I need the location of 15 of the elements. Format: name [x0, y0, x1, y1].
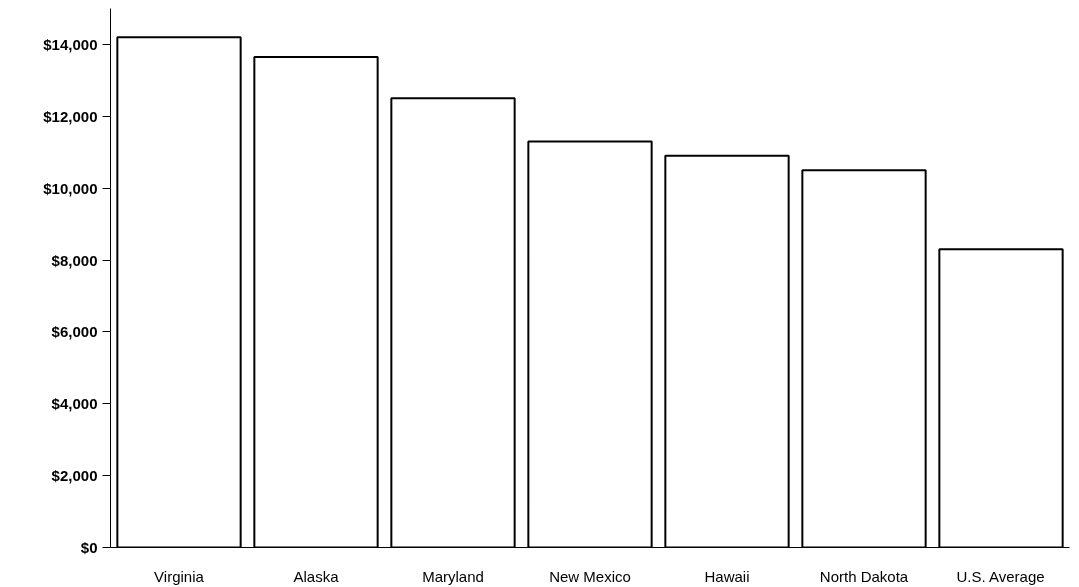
y-tick-label: $14,000 — [43, 35, 98, 53]
x-tick-label: New Mexico — [549, 567, 631, 585]
y-tick-label: $4,000 — [51, 395, 98, 413]
y-tick-label: $6,000 — [51, 323, 98, 341]
y-tick-label: $10,000 — [43, 179, 98, 197]
y-tick-label: $0 — [80, 539, 98, 556]
x-tick-label: Virginia — [154, 567, 205, 585]
y-tick-label: $8,000 — [51, 251, 98, 269]
x-tick-label: Hawaii — [704, 567, 750, 585]
y-tick-label: $2,000 — [51, 467, 98, 485]
x-tick-label: U.S. Average — [956, 567, 1045, 585]
x-tick-label: North Dakota — [819, 567, 909, 585]
x-tick-label: Maryland — [422, 567, 484, 585]
y-tick-label: $12,000 — [43, 107, 98, 125]
x-tick-label: Alaska — [293, 567, 340, 585]
